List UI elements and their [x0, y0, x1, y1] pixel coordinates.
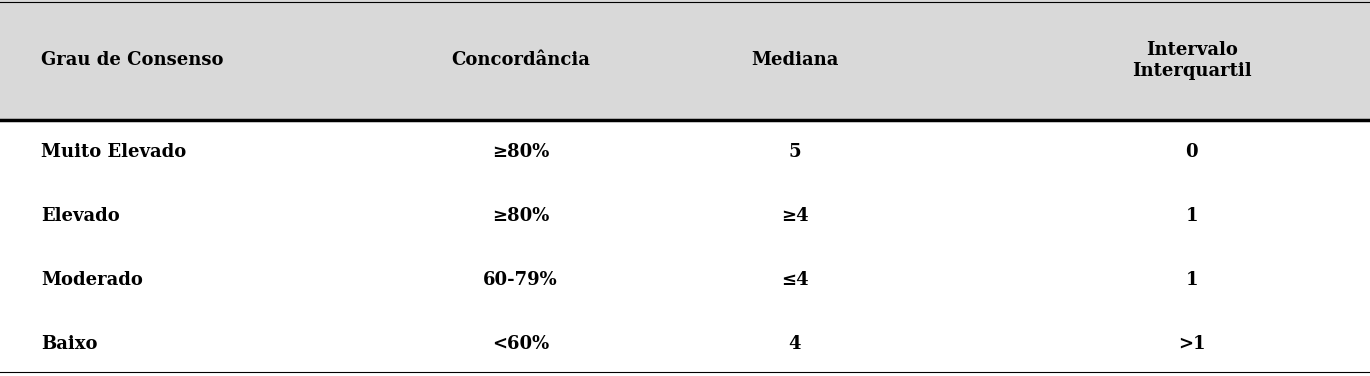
Text: >1: >1 [1178, 335, 1206, 353]
Text: Intervalo
Interquartil: Intervalo Interquartil [1132, 41, 1252, 80]
Text: Moderado: Moderado [41, 271, 142, 289]
Text: Mediana: Mediana [751, 51, 838, 69]
Text: Baixo: Baixo [41, 335, 97, 353]
Text: <60%: <60% [492, 335, 549, 353]
Text: Muito Elevado: Muito Elevado [41, 143, 186, 161]
Text: 5: 5 [788, 143, 801, 161]
Text: 60-79%: 60-79% [484, 271, 558, 289]
Text: Grau de Consenso: Grau de Consenso [41, 51, 223, 69]
Text: 1: 1 [1185, 207, 1199, 225]
Text: 1: 1 [1185, 271, 1199, 289]
Text: ≥4: ≥4 [781, 207, 808, 225]
Text: ≤4: ≤4 [781, 271, 808, 289]
Text: 4: 4 [788, 335, 801, 353]
Bar [0, 120, 1370, 376]
Text: Concordância: Concordância [451, 51, 590, 69]
Text: ≥80%: ≥80% [492, 207, 549, 225]
Text: ≥80%: ≥80% [492, 143, 549, 161]
Text: Elevado: Elevado [41, 207, 119, 225]
Text: 0: 0 [1185, 143, 1199, 161]
Bar [0, 0, 1370, 120]
